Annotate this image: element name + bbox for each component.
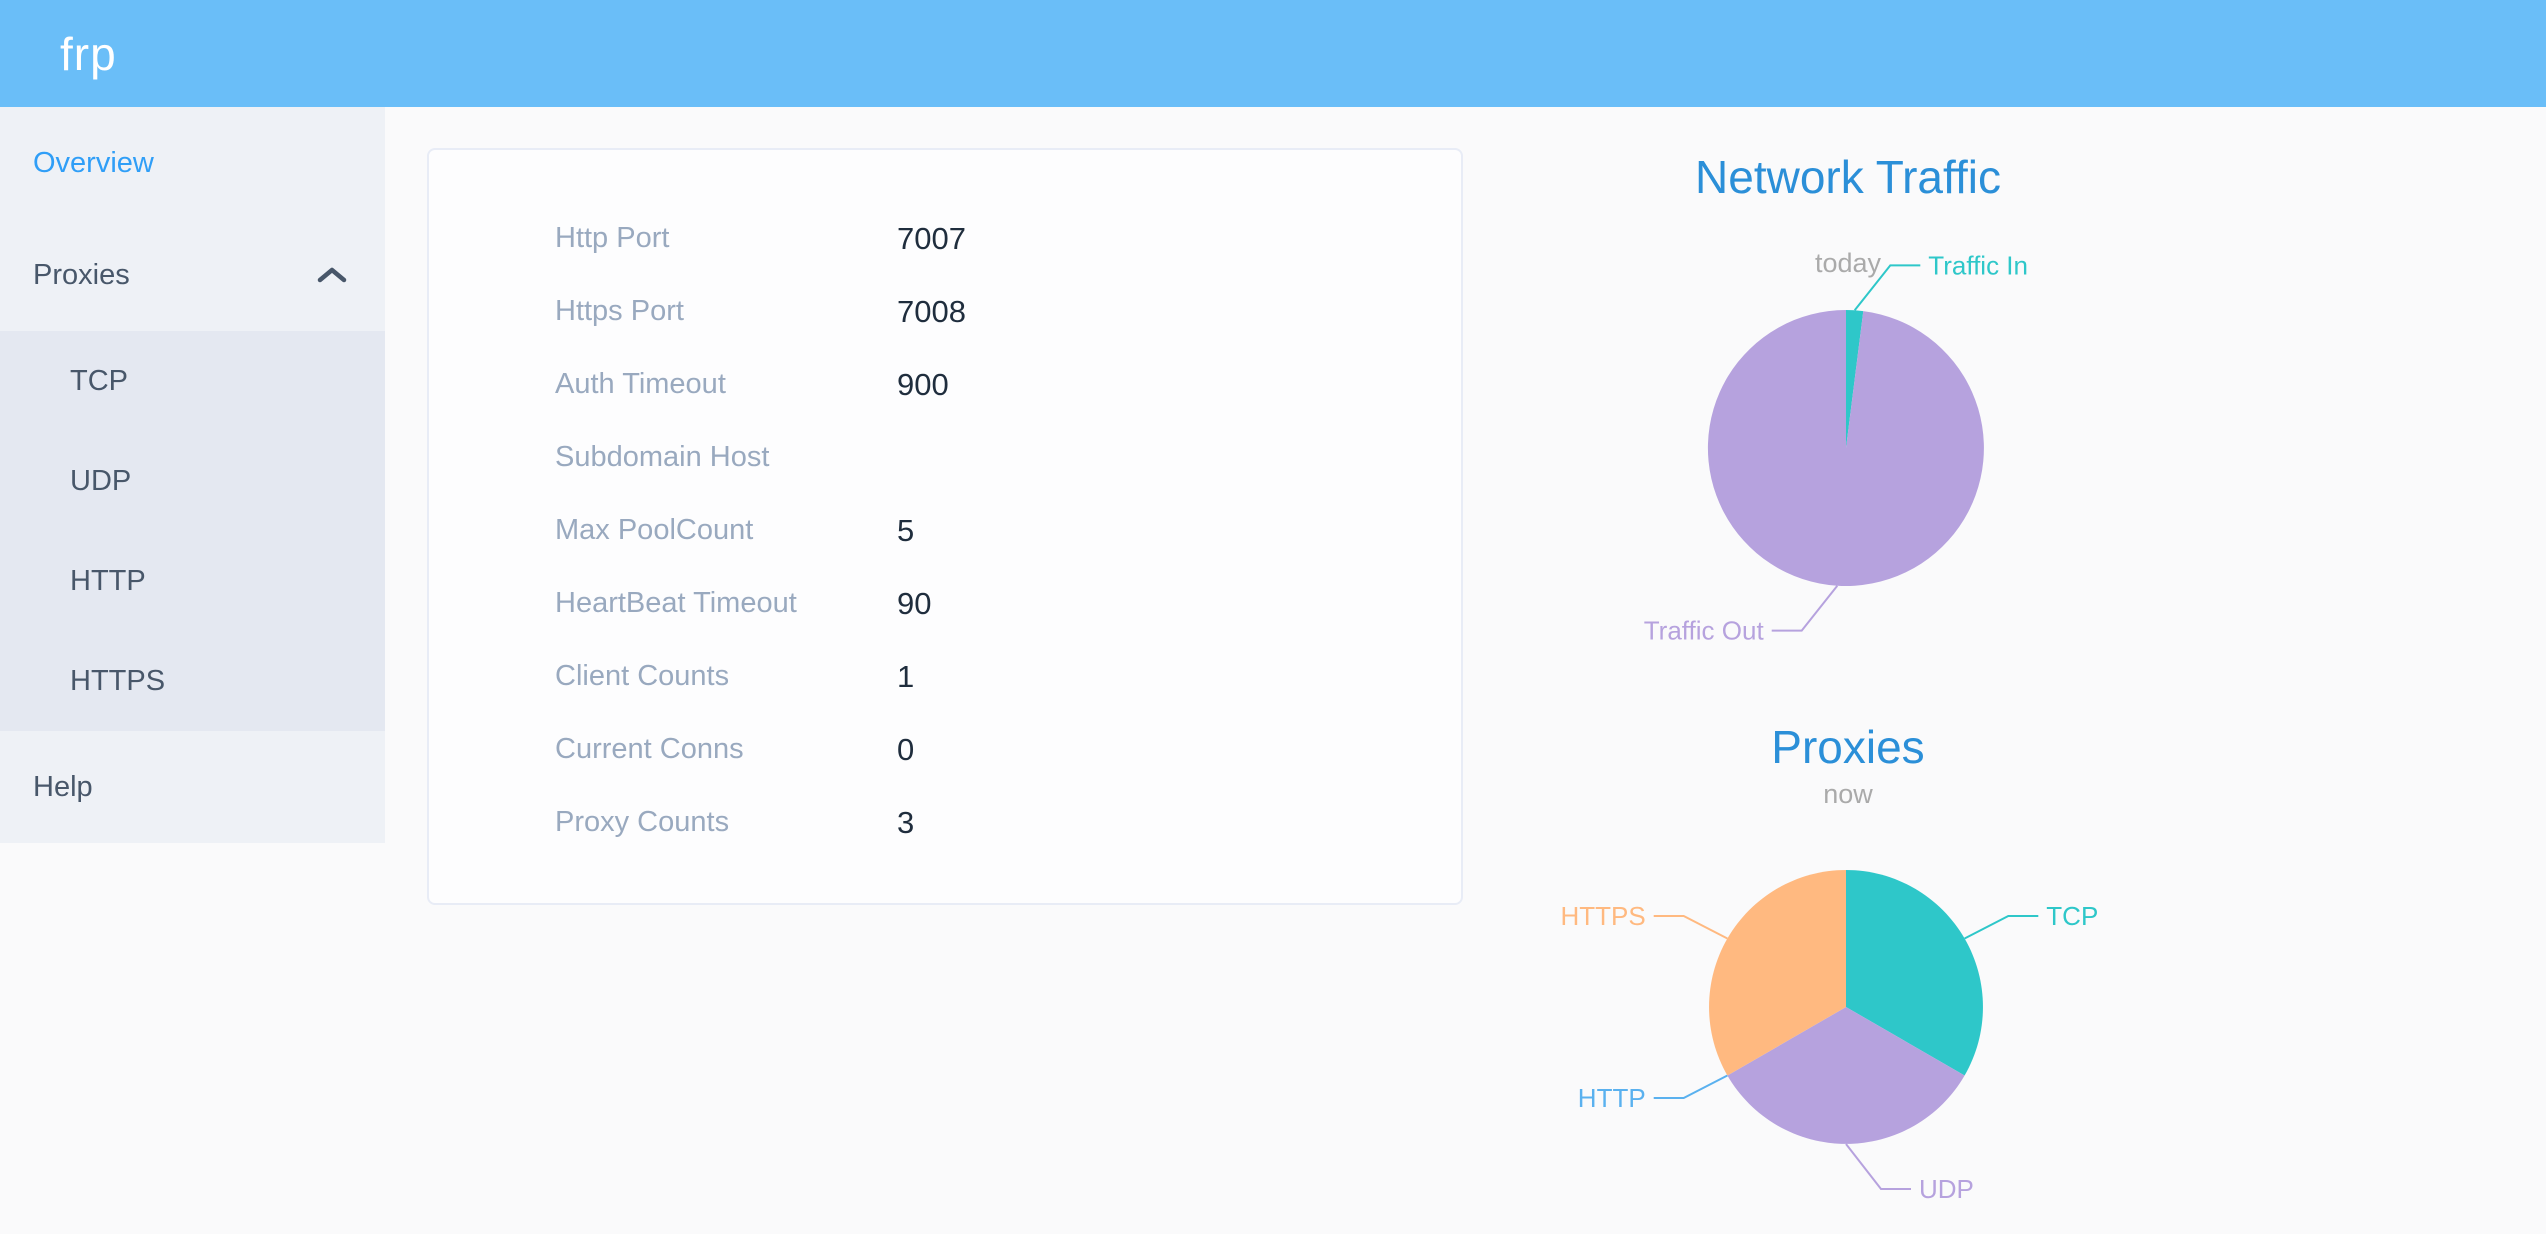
app-header: frp	[0, 0, 2546, 107]
pie-charts-canvas: Traffic In Traffic Out TCP UDP HTTP HTTPS	[1560, 250, 2098, 1204]
pie-label-line-traffic-in	[1853, 264, 1921, 311]
sidebar: Overview Proxies TCP UDP HTTP HTTPS Help	[0, 107, 385, 843]
sidebar-item-label: Overview	[33, 146, 154, 179]
sidebar-item-udp[interactable]: UDP	[0, 431, 385, 531]
frp-logo: frp	[60, 27, 117, 80]
info-row-client-counts: Client Counts 1	[429, 640, 1461, 713]
info-row-auth-timeout: Auth Timeout 900	[429, 348, 1461, 421]
sidebar-item-label: HTTPS	[70, 664, 166, 697]
sidebar-item-proxies[interactable]: Proxies	[0, 219, 385, 331]
sidebar-item-label: TCP	[70, 364, 128, 397]
info-row-subdomain-host: Subdomain Host	[429, 421, 1461, 494]
row-value: 1	[897, 658, 915, 694]
sidebar-item-help[interactable]: Help	[0, 731, 385, 843]
row-value: 3	[897, 804, 915, 840]
pie-label-traffic-out: Traffic Out	[1644, 616, 1765, 646]
row-value: 5	[897, 512, 915, 548]
sidebar-item-overview[interactable]: Overview	[0, 107, 385, 219]
pie-slice-udp[interactable]	[1727, 1007, 1965, 1144]
row-label: Proxy Counts	[555, 806, 730, 838]
row-label: Subdomain Host	[555, 441, 770, 473]
row-value: 900	[897, 366, 949, 402]
info-row-max-poolcount: Max PoolCount 5	[429, 494, 1461, 567]
proxies-submenu: TCP UDP HTTP HTTPS	[0, 331, 385, 731]
sidebar-item-label: Proxies	[33, 258, 130, 291]
server-info-card: Http Port 7007 Https Port 7008 Auth Time…	[427, 148, 1463, 905]
sidebar-item-https[interactable]: HTTPS	[0, 631, 385, 731]
pie-label-line-tcp	[1964, 915, 2039, 940]
network-traffic-chart-subtitle: today	[1814, 248, 1882, 278]
network-traffic-chart-title: Network Traffic	[1695, 151, 2001, 203]
pie-slice-traffic-in[interactable]	[1846, 310, 1864, 448]
pie-label-line-udp	[1845, 1143, 1911, 1190]
pie-label-tcp: TCP	[2046, 901, 2098, 931]
row-label: Max PoolCount	[555, 514, 754, 546]
sidebar-item-label: Help	[33, 770, 93, 803]
info-row-proxy-counts: Proxy Counts 3	[429, 786, 1461, 859]
row-value: 90	[897, 585, 932, 621]
pie-label-line-http	[1653, 1074, 1728, 1099]
sidebar-item-label: HTTP	[70, 564, 146, 597]
info-row-current-conns: Current Conns 0	[429, 713, 1461, 786]
row-value: 0	[897, 731, 915, 767]
row-label: HeartBeat Timeout	[555, 587, 797, 619]
row-label: Client Counts	[555, 660, 730, 692]
pie-label-traffic-in: Traffic In	[1928, 250, 2028, 280]
sidebar-item-tcp[interactable]: TCP	[0, 331, 385, 431]
row-value: 7007	[897, 220, 966, 256]
row-label: Http Port	[555, 222, 670, 254]
proxies-chart-title: Proxies	[1771, 721, 1925, 773]
chevron-up-icon	[317, 267, 347, 283]
info-row-heartbeat-timeout: HeartBeat Timeout 90	[429, 567, 1461, 640]
info-row-http-port: Http Port 7007	[429, 202, 1461, 275]
info-row-https-port: Https Port 7008	[429, 275, 1461, 348]
pie-slice-https[interactable]	[1709, 870, 1846, 1076]
pie-slice-tcp[interactable]	[1846, 870, 1983, 1076]
pie-label-udp: UDP	[1919, 1174, 1974, 1204]
pie-label-http: HTTP	[1578, 1083, 1646, 1113]
row-label: Current Conns	[555, 733, 744, 765]
row-label: Https Port	[555, 295, 684, 327]
pie-slice-traffic-out[interactable]	[1707, 309, 1984, 586]
sidebar-item-label: UDP	[70, 464, 132, 497]
pie-label-https: HTTPS	[1560, 901, 1645, 931]
pie-label-line-traffic-out	[1771, 585, 1839, 632]
sidebar-item-http[interactable]: HTTP	[0, 531, 385, 631]
proxies-chart-subtitle: now	[1823, 779, 1873, 809]
row-label: Auth Timeout	[555, 368, 726, 400]
pie-label-line-https	[1653, 915, 1728, 940]
row-value: 7008	[897, 293, 966, 329]
